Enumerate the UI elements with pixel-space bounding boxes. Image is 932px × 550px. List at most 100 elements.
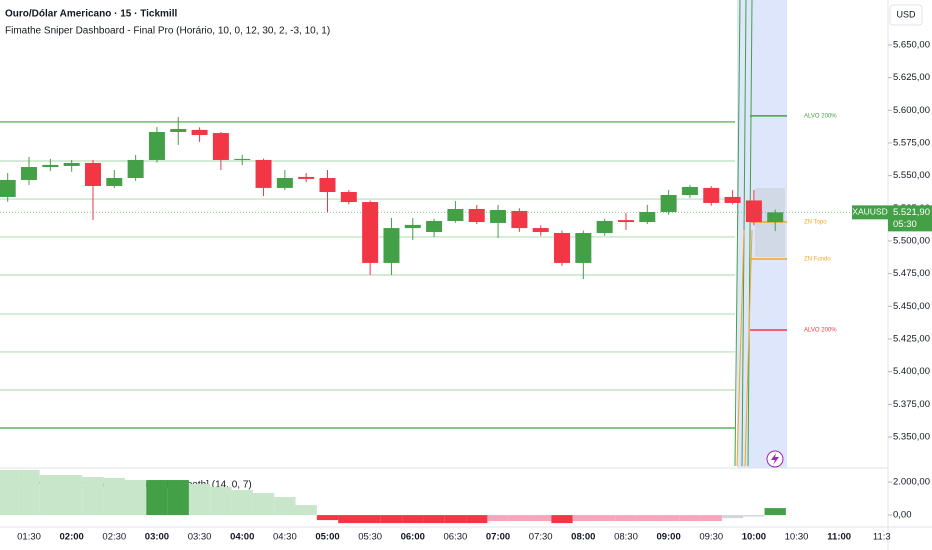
x-tick-label: 05:30 bbox=[358, 532, 382, 543]
x-tick-label: 05:00 bbox=[315, 532, 339, 543]
oscillator-bar bbox=[615, 515, 637, 522]
oscillator-bar bbox=[338, 515, 360, 524]
price-tag bbox=[888, 205, 932, 232]
oscillator-bar bbox=[82, 477, 104, 516]
candle-body bbox=[426, 220, 443, 232]
candle-body bbox=[745, 200, 762, 223]
candle-body bbox=[596, 220, 613, 234]
oscillator-bar bbox=[146, 480, 168, 516]
chart-title: Ouro/Dólar Americano · 15 · Tickmill bbox=[5, 9, 177, 20]
target-label: ALVO 200% bbox=[804, 113, 837, 119]
oscillator-bar bbox=[508, 515, 531, 522]
oscillator-bar bbox=[0, 470, 19, 516]
target-label: ZN Topo bbox=[804, 220, 827, 226]
oscillator-bar bbox=[274, 497, 296, 516]
candle-body bbox=[212, 133, 229, 160]
x-tick-label: 10:30 bbox=[785, 532, 809, 543]
candle-body bbox=[276, 177, 293, 188]
x-tick-label: 03:30 bbox=[188, 532, 212, 543]
x-tick-label: 03:00 bbox=[145, 532, 169, 543]
y-tick-label: 5.425,00 bbox=[893, 334, 930, 345]
y-tick-label: 5.650,00 bbox=[893, 39, 930, 50]
target-label: ALVO 200% bbox=[804, 328, 837, 334]
candle-body bbox=[191, 129, 208, 136]
candle-body bbox=[106, 177, 123, 186]
projection-lines bbox=[736, 229, 753, 467]
x-tick-label: 10:00 bbox=[742, 532, 766, 543]
oscillator-bar bbox=[572, 515, 594, 522]
oscillator-bar bbox=[210, 487, 232, 516]
y-tick-label: 5.400,00 bbox=[893, 366, 930, 377]
oscillator-bar bbox=[316, 515, 339, 521]
oscillator-bar bbox=[61, 475, 83, 516]
oscillator-bar bbox=[380, 515, 403, 524]
x-tick-label: 07:30 bbox=[529, 532, 553, 543]
currency-button[interactable] bbox=[889, 4, 923, 26]
candle-body bbox=[319, 177, 336, 192]
oscillator-bar bbox=[657, 515, 680, 522]
x-tick-label: 09:30 bbox=[699, 532, 723, 543]
oscillator-bar bbox=[636, 515, 658, 522]
oscillator-bar bbox=[295, 505, 317, 516]
candle-body bbox=[340, 191, 357, 203]
oscillator-bar bbox=[444, 515, 467, 524]
currency-label: USD bbox=[896, 9, 916, 19]
oscillator-bar bbox=[743, 515, 765, 517]
candle-body bbox=[84, 162, 101, 186]
candle-body bbox=[468, 208, 485, 223]
x-tick-label: 08:00 bbox=[571, 532, 595, 543]
oscillator-bar bbox=[466, 515, 488, 524]
oscillator-bar bbox=[124, 480, 147, 516]
candle-body bbox=[724, 196, 741, 203]
candle-body bbox=[362, 202, 379, 263]
y-tick-label: 5.550,00 bbox=[893, 170, 930, 181]
oscillator-bar bbox=[18, 470, 40, 516]
oscillator-bar bbox=[594, 515, 616, 522]
oscillator-bar bbox=[679, 515, 701, 522]
oscillator-bar bbox=[551, 515, 573, 524]
price-label: 5.521,90 bbox=[893, 207, 930, 218]
candle-body bbox=[63, 162, 80, 166]
y-tick-label: 5.350,00 bbox=[893, 432, 930, 443]
oscillator-bar bbox=[39, 475, 61, 516]
candle-body bbox=[575, 233, 592, 263]
candle-body bbox=[42, 164, 59, 168]
countdown-label: 05:30 bbox=[893, 219, 917, 230]
y-tick-label: 5.625,00 bbox=[893, 72, 930, 83]
candle-body bbox=[255, 159, 272, 188]
y2-tick-label: 0,00 bbox=[893, 510, 912, 521]
candle-body bbox=[639, 211, 656, 223]
x-tick-label: 11:00 bbox=[827, 532, 851, 543]
candle-body bbox=[383, 228, 400, 263]
y-tick-label: 5.450,00 bbox=[893, 301, 930, 312]
candle-body bbox=[298, 176, 315, 179]
candle-body bbox=[447, 208, 464, 221]
y2-tick-label: 2.000,00 bbox=[893, 477, 930, 488]
x-tick-label: 04:30 bbox=[273, 532, 297, 543]
y-tick-label: 5.600,00 bbox=[893, 105, 930, 116]
x-tick-label: 06:00 bbox=[401, 532, 425, 543]
oscillator-bar bbox=[359, 515, 381, 524]
candle-body bbox=[681, 187, 698, 195]
candle-body bbox=[21, 167, 38, 180]
symbol-label: XAUUSD bbox=[852, 207, 887, 217]
indicator-title: Fimathe Sniper Dashboard - Final Pro (Ho… bbox=[5, 26, 330, 37]
candle-body bbox=[660, 194, 677, 212]
candle-body bbox=[404, 224, 421, 229]
oscillator-bar bbox=[764, 508, 786, 516]
oscillator-bar bbox=[487, 515, 509, 522]
target-label: ZN Fundo bbox=[804, 257, 831, 263]
symbol-tag bbox=[852, 205, 888, 220]
y-tick-label: 5.475,00 bbox=[893, 268, 930, 279]
x-tick-label: 02:00 bbox=[60, 532, 84, 543]
oscillator-bar bbox=[103, 478, 125, 516]
candle-body bbox=[617, 220, 634, 223]
oscillator-bar bbox=[188, 484, 211, 516]
y-tick-label: 5.500,00 bbox=[893, 236, 930, 247]
x-tick-label: 08:30 bbox=[614, 532, 638, 543]
candle-body bbox=[767, 212, 784, 223]
x-tick-label: 11:3 bbox=[873, 532, 891, 543]
oscillator-bar bbox=[231, 490, 253, 516]
